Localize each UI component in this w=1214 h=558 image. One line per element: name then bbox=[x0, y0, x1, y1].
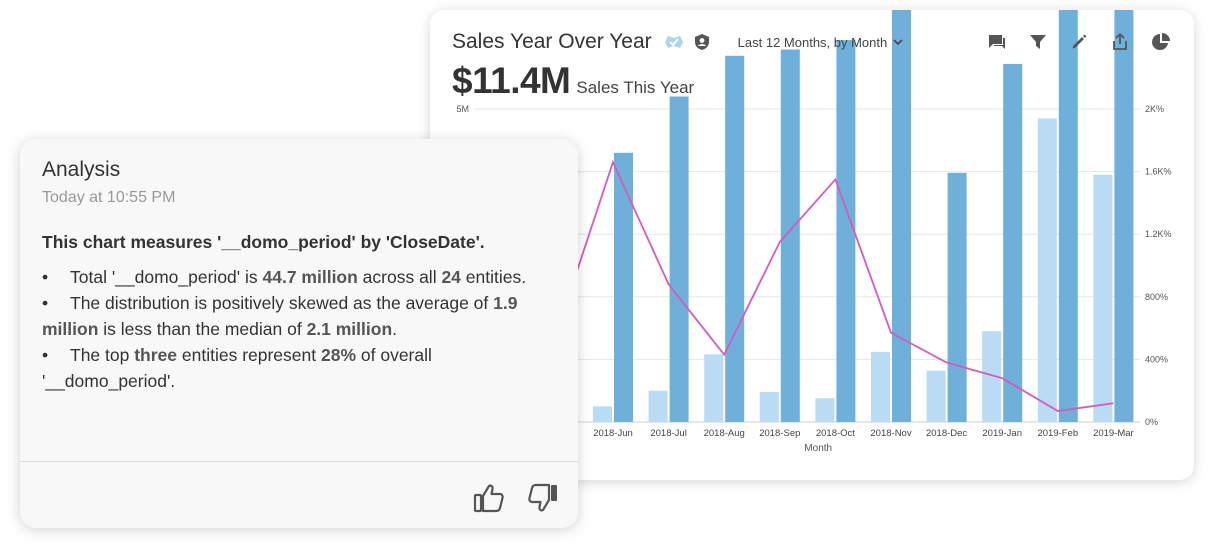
bar-prior-year bbox=[648, 390, 668, 422]
y2-tick-label: 0% bbox=[1145, 417, 1158, 427]
analysis-bullet: • The top three entities represent 28% of… bbox=[42, 345, 432, 391]
bar-this-year bbox=[1114, 10, 1134, 422]
analysis-heading: This chart measures '__domo_period' by '… bbox=[42, 232, 485, 252]
summary-value: $11.4M bbox=[452, 60, 571, 101]
y2-tick-label: 2K% bbox=[1145, 104, 1164, 114]
card-toolbar bbox=[967, 26, 1172, 58]
share-icon[interactable] bbox=[1109, 31, 1131, 53]
bar-prior-year bbox=[982, 331, 1002, 422]
filter-icon[interactable] bbox=[1027, 31, 1049, 53]
chevron-down-icon bbox=[893, 38, 903, 46]
bar-this-year bbox=[1003, 63, 1023, 422]
bar-prior-year bbox=[926, 370, 946, 422]
analysis-panel: Analysis Today at 10:55 PM This chart me… bbox=[20, 139, 578, 528]
bar-this-year bbox=[1058, 10, 1078, 422]
bar-prior-year bbox=[1037, 118, 1057, 422]
x-tick-label: 2018-Nov bbox=[870, 428, 911, 439]
analysis-title: Analysis bbox=[42, 158, 121, 181]
pencil-icon[interactable] bbox=[1068, 31, 1090, 53]
thumbs-up-icon[interactable] bbox=[472, 482, 506, 514]
summary: $11.4M Sales This Year bbox=[452, 60, 694, 102]
summary-label: Sales This Year bbox=[576, 78, 695, 97]
analysis-bullet: • The distribution is positively skewed a… bbox=[42, 293, 518, 339]
sales-chart: 5M0%400%800%1.2K%1.6K%2K%r2018-Jun2018-J… bbox=[456, 10, 1172, 454]
bar-this-year bbox=[669, 96, 689, 422]
x-tick-label: 2018-Aug bbox=[704, 428, 745, 439]
bar-prior-year bbox=[1093, 174, 1113, 422]
card-title: Sales Year Over Year bbox=[452, 30, 652, 53]
analysis-timestamp: Today at 10:55 PM bbox=[42, 189, 176, 206]
period-label: Last 12 Months, by Month bbox=[737, 34, 888, 50]
x-axis-label: Month bbox=[804, 443, 832, 454]
y2-tick-label: 400% bbox=[1145, 354, 1168, 364]
x-tick-label: 2018-Sep bbox=[759, 428, 800, 439]
bar-this-year bbox=[892, 10, 911, 422]
x-tick-label: 2019-Feb bbox=[1037, 428, 1078, 439]
x-tick-label: 2019-Jan bbox=[982, 428, 1022, 439]
bar-prior-year bbox=[759, 391, 779, 422]
shield-user-icon[interactable] bbox=[694, 33, 710, 51]
bar-this-year bbox=[725, 55, 745, 422]
card-header: Sales Year Over Year Last 12 Months, by … bbox=[452, 26, 1180, 58]
x-tick-label: 2018-Dec bbox=[926, 428, 967, 439]
bar-prior-year bbox=[593, 406, 612, 422]
x-tick-label: 2018-Jun bbox=[593, 428, 633, 439]
y2-tick-label: 1.2K% bbox=[1145, 229, 1172, 239]
y2-tick-label: 1.6K% bbox=[1145, 167, 1172, 177]
x-tick-label: 2018-Jul bbox=[650, 428, 686, 439]
period-selector[interactable]: Last 12 Months, by Month bbox=[738, 35, 904, 50]
analysis-body: This chart measures '__domo_period' by '… bbox=[42, 229, 542, 394]
x-tick-label: 2019-Mar bbox=[1093, 428, 1134, 439]
analysis-bullet: • Total '__domo_period' is 44.7 million a… bbox=[42, 267, 527, 287]
certified-icon bbox=[662, 34, 686, 50]
bar-this-year bbox=[947, 172, 967, 422]
thumbs-down-icon[interactable] bbox=[526, 482, 560, 514]
bar-this-year bbox=[836, 40, 856, 422]
y2-tick-label: 800% bbox=[1145, 292, 1168, 302]
bar-prior-year bbox=[871, 351, 890, 422]
panel-divider bbox=[20, 461, 578, 462]
y-tick-label: 5M bbox=[456, 104, 469, 114]
series-line-growth bbox=[566, 159, 1114, 412]
x-tick-label: 2018-Oct bbox=[816, 428, 855, 439]
pie-chart-icon[interactable] bbox=[1150, 31, 1172, 53]
comment-icon[interactable] bbox=[986, 31, 1008, 53]
bar-prior-year bbox=[704, 354, 724, 422]
bar-this-year bbox=[780, 49, 800, 422]
feedback-buttons bbox=[452, 482, 560, 514]
bar-this-year bbox=[614, 152, 633, 422]
bar-prior-year bbox=[815, 398, 835, 422]
